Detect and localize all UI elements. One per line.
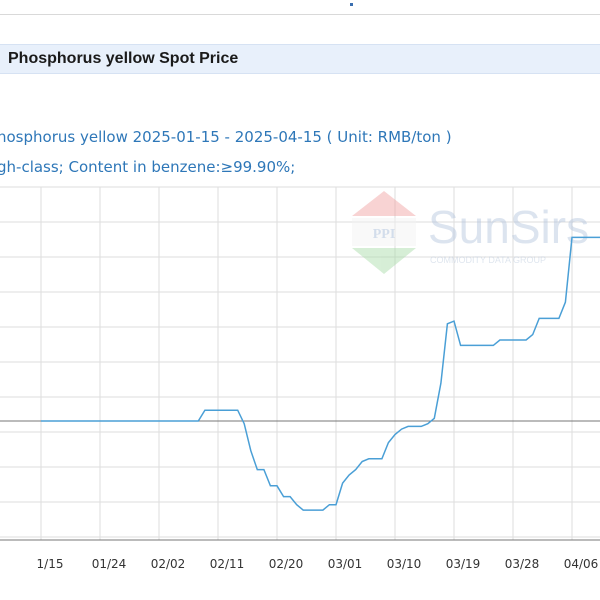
watermark: PPI SunSirs COMMODITY DATA GROUP (352, 191, 589, 274)
chart-subtitle: hosphorus yellow 2025-01-15 - 2025-04-15… (0, 128, 452, 146)
watermark-logo-letters: PPI (373, 227, 396, 242)
x-tick-label: 03/01 (328, 557, 363, 571)
watermark-logo-bottom (352, 248, 416, 274)
x-tick-label: 1/15 (37, 557, 64, 571)
x-tick-label: 02/02 (151, 557, 186, 571)
series-line (41, 236, 600, 511)
x-tick-label: 04/06 (564, 557, 599, 571)
x-axis: 1/15 01/24 02/02 02/11 02/20 03/01 03/10 03/19 0… (0, 539, 600, 571)
cropped-top-element (340, 0, 600, 6)
watermark-brand: SunSirs (428, 201, 589, 253)
watermark-logo-band (352, 218, 416, 246)
top-divider (0, 14, 600, 15)
watermark-logo-top (352, 191, 416, 216)
title-bar: Phosphorus yellow Spot Price (0, 44, 600, 74)
x-tick-label: 03/19 (446, 557, 481, 571)
watermark-tagline: COMMODITY DATA GROUP (430, 255, 546, 265)
x-tick-label: 02/20 (269, 557, 304, 571)
x-tick-label: 03/10 (387, 557, 422, 571)
x-tick-label: 03/28 (505, 557, 540, 571)
chart-spec: gh-class; Content in benzene:≥99.90%; (0, 158, 296, 176)
page-title: Phosphorus yellow Spot Price (8, 50, 239, 67)
x-tick-label: 01/24 (92, 557, 127, 571)
x-tick-label: 02/11 (210, 557, 245, 571)
